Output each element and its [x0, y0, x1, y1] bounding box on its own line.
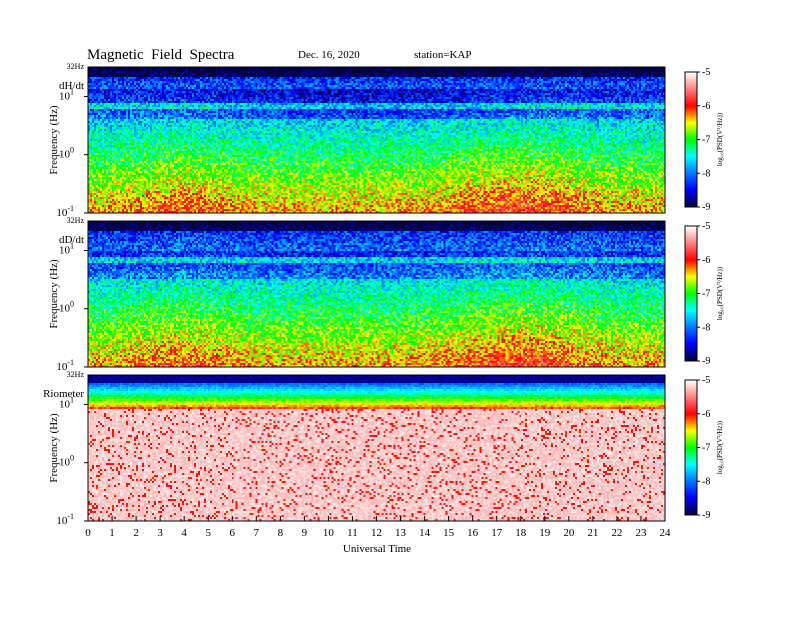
- chart-title: Magnetic Field Spectra: [87, 47, 235, 63]
- colorbar-tick-label: -6: [702, 255, 710, 266]
- x-tick-label: 3: [157, 527, 163, 539]
- panel-riometer: Riometer 32Hz 101 100 10-1 Frequency (Hz) -5 -6…: [43, 370, 724, 527]
- spectrogram-image: [88, 221, 665, 367]
- freq-top-label: 32Hz: [67, 62, 85, 71]
- spectrogram-image: [88, 67, 665, 213]
- colorbar-label: log₁₀(PSD(V²/Hz)): [716, 266, 724, 320]
- y-tick-label: 101: [59, 87, 74, 102]
- colorbar-tick-label: -8: [702, 322, 710, 333]
- x-tick-label: 11: [347, 527, 358, 539]
- x-axis: 0 1 2 3 4 5 6 7 8 9 10 11 12 13 14 15 16 17 18 19 20 21 22 23 24: [85, 516, 671, 539]
- y-tick-label: 101: [59, 395, 74, 410]
- x-tick-label: 7: [254, 527, 260, 539]
- colorbar-tick-label: -8: [702, 476, 710, 487]
- x-tick-label: 24: [660, 527, 672, 539]
- y-tick-label: 10-1: [56, 512, 74, 527]
- x-tick-label: 15: [443, 527, 455, 539]
- colorbar-tick-label: -5: [702, 221, 710, 232]
- freq-top-label: 32Hz: [67, 216, 85, 225]
- colorbar-label: log₁₀(PSD(V²/Hz)): [716, 112, 724, 166]
- panel-frame: [87, 220, 666, 368]
- panel-frame: [87, 66, 666, 214]
- y-tick-label: 101: [59, 241, 74, 256]
- x-tick-label: 8: [278, 527, 284, 539]
- y-axis-label: Frequency (Hz): [48, 105, 60, 175]
- date-label: Dec. 16, 2020: [298, 49, 360, 61]
- x-tick-label: 4: [181, 527, 187, 539]
- colorbar-label: log₁₀(PSD(V²/Hz)): [716, 420, 724, 474]
- x-tick-label: 17: [491, 527, 503, 539]
- panel-label: dD/dt: [59, 234, 84, 246]
- colorbar-tick-label: -7: [702, 289, 710, 300]
- y-tick-label: 100: [59, 300, 74, 315]
- panel-label: Riometer: [43, 388, 84, 400]
- x-tick-label: 23: [635, 527, 647, 539]
- station-label: station=KAP: [414, 49, 472, 61]
- panel-label: dH/dt: [59, 80, 84, 92]
- x-tick-label: 19: [539, 527, 551, 539]
- x-tick-label: 2: [133, 527, 139, 539]
- y-tick-label: 100: [59, 454, 74, 469]
- y-axis-label: Frequency (Hz): [48, 259, 60, 329]
- colorbar-tick-label: -9: [702, 510, 710, 521]
- x-tick-label: 0: [85, 527, 91, 539]
- colorbar-tick-label: -5: [702, 375, 710, 386]
- x-tick-label: 10: [323, 527, 335, 539]
- x-axis-label: Universal Time: [343, 543, 411, 555]
- colorbar-gradient: [685, 380, 697, 515]
- colorbar-tick-label: -6: [702, 409, 710, 420]
- y-tick-label: 100: [59, 146, 74, 161]
- x-tick-label: 18: [515, 527, 527, 539]
- colorbar-tick-label: -7: [702, 135, 710, 146]
- x-tick-label: 6: [230, 527, 236, 539]
- x-tick-label: 16: [467, 527, 479, 539]
- panels-group: dH/dt 32Hz 101 100 10-1 Frequency (Hz) -5 -6 -7 -…: [43, 62, 724, 527]
- x-tick-label: 21: [587, 527, 598, 539]
- colorbar-tick-label: -6: [702, 101, 710, 112]
- y-axis-label: Frequency (Hz): [48, 413, 60, 483]
- freq-top-label: 32Hz: [67, 370, 85, 379]
- x-tick-label: 5: [205, 527, 211, 539]
- x-tick-label: 22: [611, 527, 622, 539]
- x-tick-label: 20: [563, 527, 575, 539]
- colorbar-tick-label: -7: [702, 443, 710, 454]
- x-tick-label: 12: [371, 527, 382, 539]
- colorbar-gradient: [685, 226, 697, 361]
- x-tick-label: 13: [395, 527, 407, 539]
- x-tick-label: 1: [109, 527, 115, 539]
- colorbar-tick-label: -9: [702, 202, 710, 213]
- x-tick-label: 14: [419, 527, 431, 539]
- colorbar-tick-label: -5: [702, 67, 710, 78]
- x-tick-label: 9: [302, 527, 308, 539]
- colorbar-tick-label: -8: [702, 168, 710, 179]
- colorbar-gradient: [685, 72, 697, 207]
- spectrogram-image: [88, 375, 665, 521]
- colorbar-tick-label: -9: [702, 356, 710, 367]
